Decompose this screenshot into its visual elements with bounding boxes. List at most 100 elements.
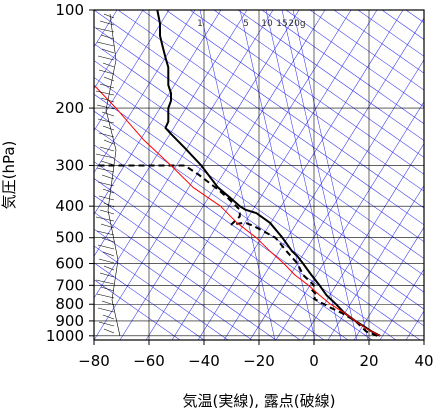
- dew_point-line: [94, 164, 378, 337]
- x-tick-label: −40: [188, 352, 220, 370]
- x-tick-label: 40: [414, 352, 433, 370]
- dry-adiabat-line: [275, 101, 424, 340]
- wind-barb: [103, 13, 115, 19]
- moist-adiabat-line: [94, 262, 205, 340]
- y-tick-label: 800: [55, 295, 84, 313]
- mixing-ratio-label: 10: [261, 19, 273, 29]
- parcel-line: [94, 84, 381, 337]
- mixing-ratio-label: 15: [276, 19, 287, 29]
- wind-barb: [101, 237, 115, 243]
- moist-adiabat-line: [333, 10, 424, 74]
- moist-adiabat-line: [94, 245, 229, 340]
- dry-adiabat-line: [353, 226, 424, 340]
- wind-barb: [100, 223, 115, 229]
- wind-barb: [95, 90, 115, 96]
- mixing-ratio-line: [265, 10, 342, 340]
- wind-barb: [102, 62, 115, 68]
- moist-adiabat-line: [94, 161, 349, 340]
- y-tick-label: 400: [55, 197, 84, 215]
- wind-barb: [100, 160, 115, 166]
- y-tick-label: 600: [55, 255, 84, 273]
- wind-barb: [96, 41, 115, 47]
- moist-adiabat-line: [117, 10, 424, 226]
- mixing-ratio-line: [281, 10, 358, 340]
- dry-adiabat-line: [119, 10, 326, 340]
- x-tick-label: 20: [359, 352, 378, 370]
- mixing-ratio-label: 5: [243, 19, 249, 29]
- wind-barb: [98, 321, 115, 327]
- y-tick-label: 700: [55, 276, 84, 294]
- moist-adiabat-line: [430, 10, 435, 340]
- wind-barb: [95, 279, 115, 285]
- moist-adiabat-line: [309, 10, 424, 91]
- y-tick-label: 300: [55, 156, 84, 174]
- temperature-line: [156, 10, 381, 337]
- wind-barb: [102, 251, 115, 257]
- mixing-ratio-labels: 1 5 10 15 20g: [197, 19, 305, 29]
- wind-barb: [100, 97, 115, 103]
- wind-barb: [100, 34, 115, 40]
- moist-adiabat-line: [94, 26, 424, 259]
- dry-adiabat-line: [327, 184, 424, 340]
- dry-adiabat-line: [94, 10, 196, 174]
- y-tick-label: 900: [55, 312, 84, 330]
- wind-barb: [95, 153, 115, 159]
- moist-adiabat-line: [165, 10, 424, 192]
- dry-adiabat-line: [249, 59, 424, 340]
- wind-barb: [96, 104, 115, 110]
- x-axis-title: 気温(実線), 露点(破線): [183, 392, 336, 410]
- y-tick-label: 200: [55, 99, 84, 117]
- moist-adiabat-line: [94, 195, 301, 340]
- y-tick-label: 1000: [46, 327, 84, 345]
- y-tick-label: 100: [55, 1, 84, 19]
- x-tick-label: −80: [78, 352, 110, 370]
- wind-barb: [96, 167, 115, 173]
- wind-barb: [95, 216, 115, 222]
- dry-adiabat-line: [94, 10, 222, 215]
- wind-barb: [98, 195, 115, 201]
- y-axis-title: 気圧(hPa): [0, 141, 18, 210]
- dry-adiabat-line: [171, 10, 378, 340]
- dry-adiabat-line: [94, 10, 170, 132]
- wind-barb: [98, 258, 115, 264]
- moist-adiabat-line: [189, 10, 424, 175]
- moist-adiabat-line: [213, 10, 424, 158]
- wind-barb: [97, 307, 115, 313]
- wind-barb: [101, 48, 115, 54]
- dry-adiabat-line: [379, 268, 424, 340]
- dry-adiabat-line: [223, 17, 424, 340]
- wind-barb: [101, 300, 115, 306]
- moist-adiabat-line: [94, 144, 373, 340]
- moist-adiabat-line: [285, 10, 424, 108]
- moist-adiabat-line: [94, 60, 424, 293]
- moist-adiabat-line: [94, 127, 397, 340]
- moist-adiabat-line: [261, 10, 424, 125]
- wind-barbs: [95, 13, 121, 337]
- mixing-ratio-label: 20g: [288, 19, 305, 29]
- dry-adiabat-line: [94, 10, 274, 299]
- x-axis-ticks: −80 −60 −40 −20 0 20 40: [78, 340, 434, 370]
- wind-barb: [97, 244, 115, 250]
- moist-adiabat-line: [94, 228, 253, 340]
- wind-barb: [96, 230, 115, 236]
- wind-barb: [99, 146, 115, 152]
- data-series: [94, 10, 381, 337]
- dry-adiabat-line: [94, 10, 248, 257]
- moist-adiabat-line: [94, 77, 424, 310]
- moist-adiabat-line: [94, 110, 421, 340]
- moist-adiabat-line: [94, 10, 424, 243]
- wind-barb: [102, 125, 115, 131]
- moist-adiabat-line: [94, 211, 277, 340]
- dry-adiabat-line: [145, 10, 352, 340]
- wind-barb: [96, 293, 115, 299]
- wind-barb: [99, 83, 115, 89]
- wind-barb: [98, 132, 115, 138]
- mixing-ratio-label: 1: [197, 19, 203, 29]
- dry-adiabat-line: [94, 10, 300, 340]
- moist-adiabat-line: [94, 178, 325, 340]
- wind-barb: [99, 272, 115, 278]
- moist-adiabat-line: [94, 43, 424, 276]
- wind-barb: [103, 265, 115, 271]
